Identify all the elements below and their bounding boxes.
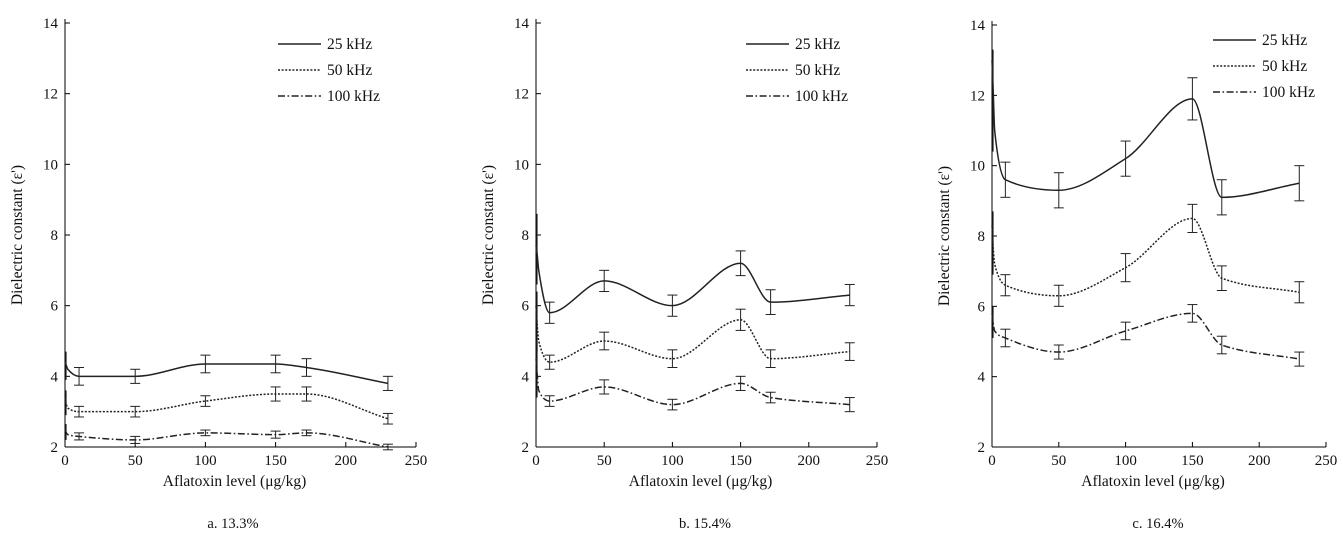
x-tick-label: 200	[335, 453, 358, 469]
x-tick-label: 150	[264, 453, 287, 469]
y-tick-label: 6	[522, 299, 530, 315]
y-tick-label: 8	[978, 229, 986, 245]
legend-label: 50 kHz	[795, 62, 840, 79]
x-tick-label: 100	[194, 453, 217, 469]
panel-a: 2 4 6 8 10 12 14 0 50 100 150 200 250 Aflatoxin level…	[9, 16, 427, 532]
x-tick-label: 150	[1181, 453, 1204, 469]
y-tick-label: 2	[522, 440, 530, 456]
y-tick-label: 10	[970, 159, 985, 175]
legend-label: 25 kHz	[1262, 32, 1307, 49]
x-axis-title: Aflatoxin level (μg/kg)	[629, 473, 772, 490]
x-tick-label: 50	[597, 453, 612, 469]
x-tick-label: 0	[532, 453, 540, 469]
y-tick-label: 4	[978, 370, 986, 386]
y-axis-title: Dielectric constant (ε')	[936, 166, 953, 306]
panel-caption: c. 16.4%	[1132, 516, 1183, 532]
x-tick-label: 250	[866, 453, 889, 469]
x-tick-label: 150	[729, 453, 752, 469]
legend-label: 25 kHz	[327, 36, 372, 53]
x-tick-label: 250	[1315, 453, 1338, 469]
series-line-50-khz	[536, 306, 850, 363]
y-tick-label: 2	[978, 440, 986, 456]
series-line-50-khz	[992, 218, 1299, 295]
legend-label: 50 kHz	[1262, 58, 1307, 75]
y-tick-label: 4	[51, 369, 59, 385]
series-line-100-khz	[536, 359, 850, 405]
y-tick-label: 12	[514, 87, 529, 103]
y-tick-label: 8	[51, 228, 59, 244]
legend-label: 25 kHz	[795, 36, 840, 53]
series-line-50-khz	[65, 394, 388, 419]
series-line-25-khz	[536, 246, 850, 313]
y-tick-label: 14	[970, 18, 986, 34]
x-tick-label: 0	[988, 453, 996, 469]
x-tick-label: 50	[128, 453, 143, 469]
y-axis-title: Dielectric constant (ε')	[9, 165, 26, 305]
series-line-25-khz	[992, 60, 1299, 197]
x-axis-title: Aflatoxin level (μg/kg)	[163, 473, 306, 490]
x-tick-label: 100	[1114, 453, 1137, 469]
x-tick-label: 200	[798, 453, 821, 469]
series-line-25-khz	[65, 362, 388, 383]
panel-caption: a. 13.3%	[207, 516, 258, 532]
y-tick-label: 14	[514, 16, 530, 32]
x-axis-title: Aflatoxin level (μg/kg)	[1081, 473, 1224, 490]
y-tick-label: 2	[51, 440, 59, 456]
y-tick-label: 10	[43, 157, 58, 173]
panel-b: 2 4 6 8 10 12 14 0 50 100 150 200 250 Aflatoxin level…	[480, 16, 888, 532]
y-tick-label: 12	[970, 88, 985, 104]
legend-label: 100 kHz	[1262, 84, 1315, 101]
x-tick-label: 200	[1248, 453, 1271, 469]
legend-label: 100 kHz	[795, 88, 848, 105]
x-tick-label: 100	[661, 453, 684, 469]
y-axis-title: Dielectric constant (ε')	[480, 165, 497, 305]
legend-label: 50 kHz	[327, 62, 372, 79]
y-tick-label: 4	[522, 369, 530, 385]
x-tick-label: 250	[405, 453, 428, 469]
series-line-100-khz	[65, 429, 388, 447]
y-tick-label: 6	[51, 299, 59, 315]
y-tick-label: 6	[978, 299, 986, 315]
y-tick-label: 12	[43, 87, 58, 103]
y-tick-label: 8	[522, 228, 530, 244]
y-tick-label: 10	[514, 157, 529, 173]
legend-label: 100 kHz	[327, 88, 380, 105]
x-tick-label: 50	[1051, 453, 1066, 469]
series-line-100-khz	[992, 313, 1299, 359]
y-tick-label: 14	[43, 16, 59, 32]
panel-c: 2 4 6 8 10 12 14 0 50 100 150 200 250 Aflatoxin level…	[936, 18, 1337, 532]
x-tick-label: 0	[61, 453, 69, 469]
panel-caption: b. 15.4%	[679, 516, 731, 532]
